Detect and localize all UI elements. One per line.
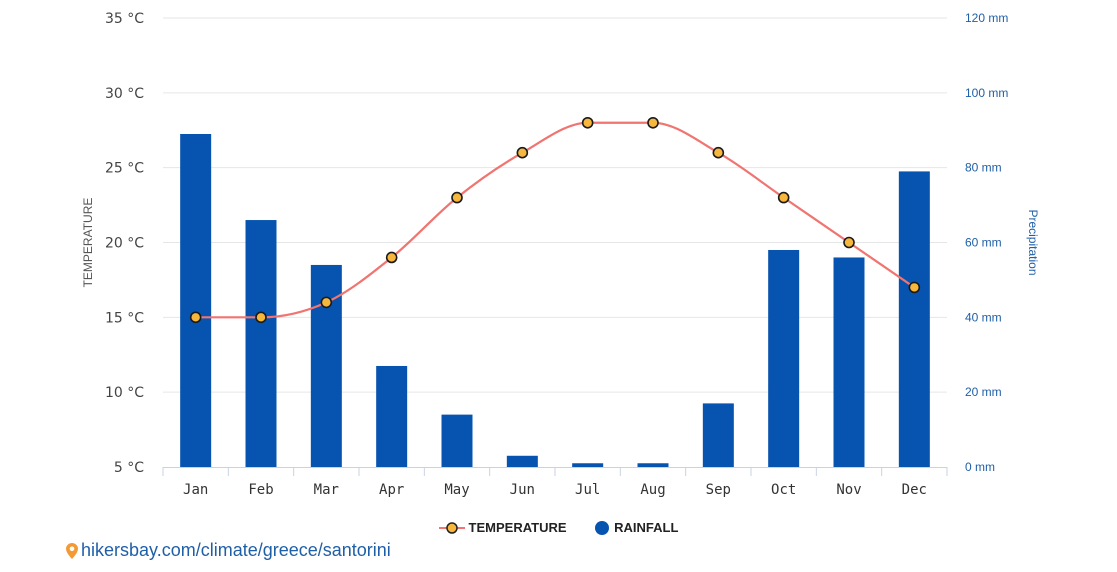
chart-legend: TEMPERATURE RAINFALL [0,520,1117,538]
y2-tick-label: 40 mm [965,310,1002,324]
rainfall-bar [245,220,277,467]
rainfall-bar [572,463,604,467]
y-tick-label: 20 °C [105,236,144,252]
temperature-point [255,311,267,324]
y-tick-label: 5 °C [114,460,144,476]
temperature-point [581,116,594,129]
temperature-point [516,146,529,159]
climate-chart: 35 °C 120 mm 30 °C 100 mm 25 °C 80 mm 20 °C 60 … [81,11,1040,498]
temperature-point [647,116,659,129]
x-tick-label: Feb [248,482,273,498]
y-axis-title: TEMPERATURE [81,198,95,288]
y2-tick-label: 120 mm [965,11,1008,25]
source-link[interactable]: hikersbay.com/climate/greece/santorini [66,540,391,561]
map-pin-icon [66,542,78,559]
temperature-point [777,191,790,204]
temperature-point [712,146,725,159]
x-tick-label: Aug [640,482,665,498]
rainfall-bar [376,365,408,467]
rainfall-bar [898,171,930,468]
temperature-point [843,236,855,249]
temperature-point [451,191,463,204]
x-tick-label: Apr [379,482,404,498]
rainfall-bar [637,463,669,467]
y-tick-label: 15 °C [105,310,144,326]
rainfall-bar [506,455,538,467]
source-text: hikersbay.com/climate/greece/santorini [81,540,391,560]
y-tick-label: 10 °C [105,385,144,401]
y-tick-label: 30 °C [105,86,144,102]
legend-item-rainfall[interactable]: RAINFALL [594,520,678,535]
y2-tick-label: 80 mm [965,161,1002,175]
temperature-point [385,251,398,264]
temperature-legend-icon [438,521,465,534]
x-tick-label: Jan [183,482,208,498]
y2-axis-title: Precipitation [1026,209,1040,275]
x-tick-label: Mar [314,482,339,498]
x-tick-label: May [444,482,469,498]
x-tick-label: Nov [836,482,861,498]
legend-label-temperature: TEMPERATURE [468,520,567,535]
x-tick-label: Dec [902,482,927,498]
rainfall-bar [441,414,473,467]
rainfall-bar [702,403,734,467]
temperature-line [195,121,915,319]
legend-item-temperature[interactable]: TEMPERATURE [438,520,567,535]
rainfall-bar [833,257,865,467]
y2-tick-label: 20 mm [965,385,1002,399]
y2-tick-label: 60 mm [965,236,1002,250]
y-tick-label: 35 °C [105,11,144,27]
rainfall-bar [310,264,342,467]
temperature-point [908,281,921,294]
rainfall-bar [768,249,800,467]
rainfall-bar [180,133,212,467]
x-tick-label: Oct [771,482,796,498]
y2-tick-label: 100 mm [965,86,1008,100]
y-tick-label: 25 °C [105,161,144,177]
rainfall-legend-icon [595,520,610,535]
legend-label-rainfall: RAINFALL [614,520,679,535]
temperature-point [320,296,333,309]
x-tick-label: Sep [706,482,731,498]
temperature-point [189,311,202,324]
y2-tick-label: 0 mm [965,460,995,474]
x-tick-label: Jun [510,482,535,498]
x-tick-label: Jul [575,482,600,498]
